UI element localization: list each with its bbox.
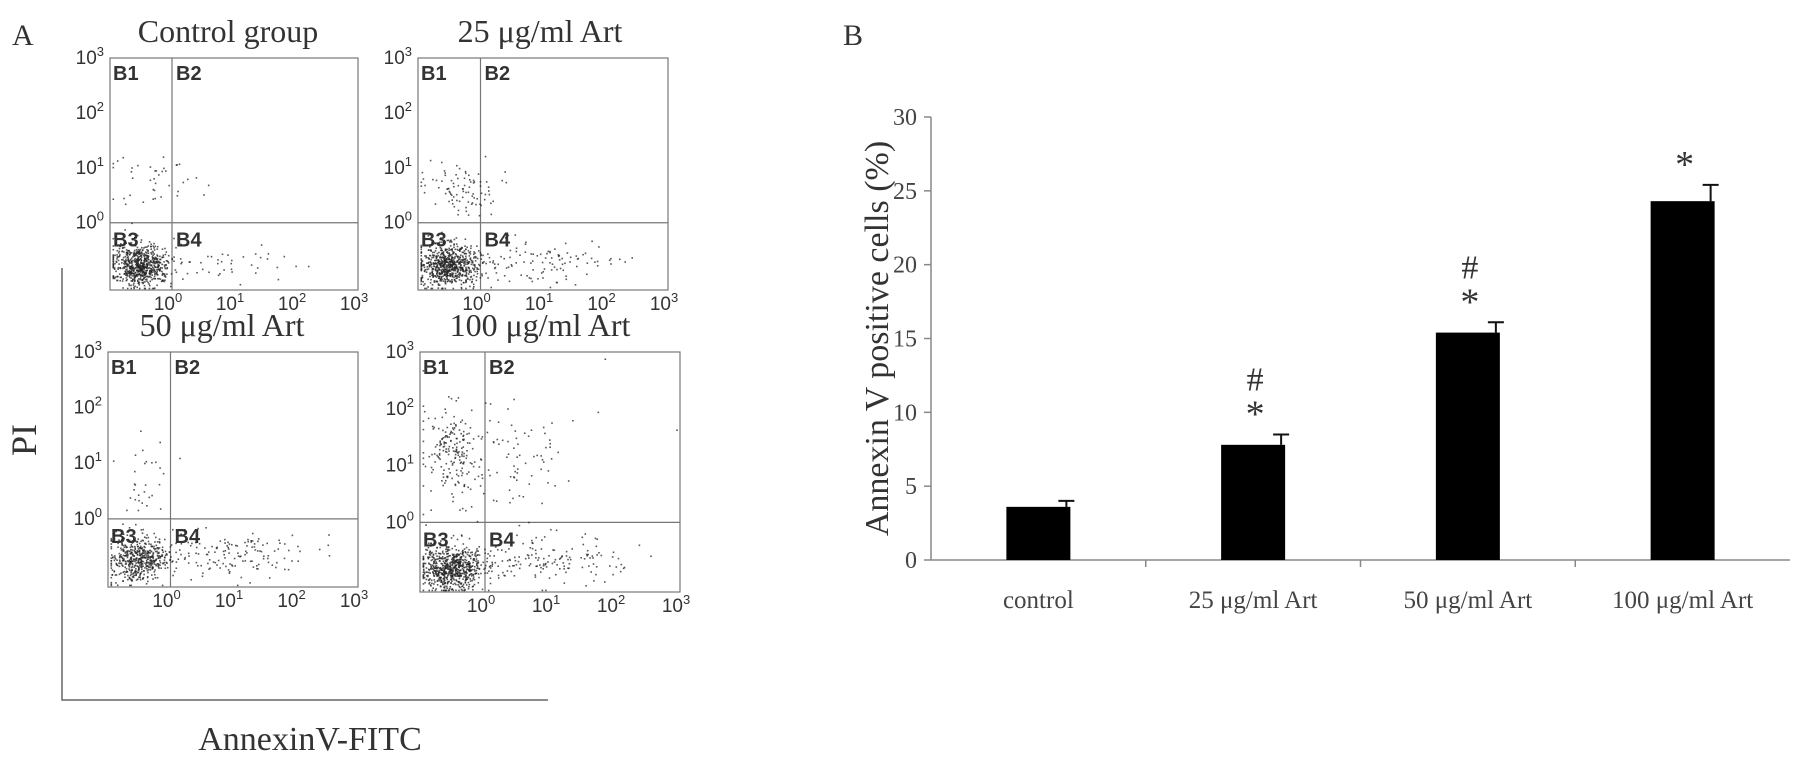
flow-plot-frame [109,57,359,291]
x-tick-label: 103 [340,290,368,315]
flow-plot-frame [419,351,681,593]
bar-category-label: control [1003,587,1074,614]
x-tick-label: 102 [587,290,615,315]
panel-a-x-axis-title: AnnexinV-FITC [198,721,422,758]
bar-category-label: 25 μg/ml Art [1189,587,1318,614]
y-tick-label: 103 [386,338,414,363]
bar-chart: Annexin V positive cells (%) 0 5 10 15 20 25 30… [859,105,1790,614]
flow-plot-2: 25 μg/ml Art B1 B2 B3 B4 100 101 102 103 100 101 10… [384,13,679,315]
quadrant-label-b2: B2 [175,357,201,379]
quadrant-label-b1: B1 [111,357,137,379]
bar-y-tick-label: 25 [893,179,917,205]
x-tick-label: 101 [532,592,560,617]
event-dots [420,155,633,290]
quadrant-label-b4: B4 [489,529,515,551]
x-tick-label: 100 [462,290,490,315]
flow-plot-frame [107,351,359,588]
y-tick-label: 103 [76,44,104,69]
significance-hash: # [1247,361,1264,398]
bar-4 [1650,201,1715,561]
quadrant-label-b4: B4 [485,230,511,252]
significance-asterisk: * [1246,393,1265,435]
flow-plot-title: 25 μg/ml Art [458,13,623,49]
y-tick-label: 103 [384,44,412,69]
flow-plot-title: 100 μg/ml Art [450,307,631,343]
y-tick-label: 102 [386,395,414,420]
x-tick-label: 102 [597,592,625,617]
quadrant-label-b3: B3 [423,529,449,551]
x-tick-label: 100 [152,587,180,612]
flow-plot-1: Control groupB1B2B3B41001011021031001011… [76,13,369,315]
x-tick-label: 100 [154,290,182,315]
significance-asterisk: * [1675,144,1694,186]
y-tick-label: 101 [386,452,414,477]
x-tick-label: 102 [278,290,306,315]
x-tick-label: 100 [467,592,495,617]
bar-category-label: 100 μg/ml Art [1612,587,1753,614]
quadrant-label-b1: B1 [421,63,447,85]
y-tick-label: 100 [384,209,412,234]
y-tick-label: 100 [386,508,414,533]
y-tick-label: 101 [74,449,102,474]
event-dots [112,156,310,290]
bar-y-tick-label: 0 [905,548,917,574]
x-tick-label: 102 [277,587,305,612]
flow-plot-frame [417,57,669,291]
y-tick-label: 102 [74,394,102,419]
significance-asterisk: * [1460,281,1479,323]
flow-plot-title: 50 μg/ml Art [140,307,305,343]
bar-y-tick-label: 5 [905,474,917,500]
event-dots [110,430,331,587]
y-tick-label: 102 [76,99,104,124]
quadrant-label-b1: B1 [113,63,139,85]
quadrant-label-b2: B2 [489,357,515,379]
y-tick-label: 103 [74,338,102,363]
y-tick-label: 101 [384,154,412,179]
flow-plots: Control groupB1B2B3B41001011021031001011… [74,13,691,617]
significance-hash: # [1461,249,1478,286]
quadrant-label-b3: B3 [111,526,137,548]
quadrant-label-b3: B3 [421,230,447,252]
x-tick-label: 101 [215,587,243,612]
quadrant-label-b4: B4 [176,230,202,252]
quadrant-label-b2: B2 [485,63,511,85]
y-tick-label: 102 [384,99,412,124]
panel-b-label: B [843,19,863,52]
quadrant-label-b1: B1 [423,357,449,379]
y-tick-label: 100 [74,505,102,530]
bar-y-tick-label: 15 [893,327,917,353]
x-tick-label: 103 [650,290,678,315]
bar-y-tick-label: 30 [893,105,917,131]
x-tick-label: 103 [340,587,368,612]
bar-y-tick-label: 10 [893,400,917,426]
event-dots [422,358,678,592]
bar-1 [1006,506,1071,560]
y-tick-label: 100 [76,209,104,234]
bar-y-axis-title: Annexin V positive cells (%) [859,141,896,536]
bar-category-label: 50 μg/ml Art [1404,587,1533,614]
panel-a-y-axis-title: PI [4,424,44,456]
x-tick-label: 101 [216,290,244,315]
bar-y-tick-label: 20 [893,253,917,279]
x-tick-label: 103 [662,592,690,617]
y-tick-label: 101 [76,154,104,179]
flow-plot-title: Control group [138,13,318,49]
quadrant-label-b4: B4 [175,526,201,548]
panel-a-label: A [12,19,34,52]
bar-2 [1221,444,1286,560]
bar-3 [1435,332,1500,560]
panel-a-shared-axis [61,268,548,701]
quadrant-label-b2: B2 [176,63,202,85]
x-tick-label: 101 [525,290,553,315]
